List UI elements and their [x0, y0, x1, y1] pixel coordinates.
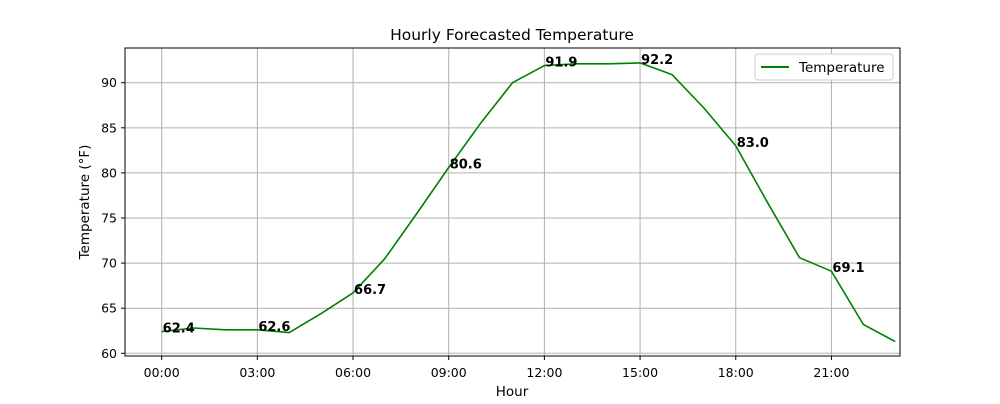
- legend-box: [754, 53, 894, 81]
- data-label: 69.1: [832, 261, 864, 276]
- x-tick-label: 00:00: [144, 365, 180, 380]
- axes: 00:00 03:00 06:00 09:00 12:00 15:00 18:00 21:00…: [101, 75, 849, 380]
- data-label: 92.2: [641, 53, 673, 68]
- data-label: 62.4: [163, 322, 195, 337]
- y-tick-label: 75: [101, 211, 117, 226]
- x-tick-label: 15:00: [622, 365, 658, 380]
- y-axis-label: Temperature (°F): [77, 145, 93, 261]
- x-tick-label: 21:00: [813, 365, 849, 380]
- x-tick-label: 06:00: [335, 365, 371, 380]
- grid-lines: [125, 48, 900, 356]
- chart-title: Hourly Forecasted Temperature: [390, 26, 634, 44]
- y-tick-label: 70: [101, 256, 117, 271]
- x-axis-label: Hour: [496, 384, 529, 400]
- data-labels: 62.4 62.6 66.7 80.6 91.9 92.2 83.0 69.1: [163, 53, 865, 337]
- data-label: 80.6: [450, 158, 482, 173]
- series-line-temperature: [161, 62, 896, 343]
- y-tick-label: 60: [101, 346, 117, 361]
- data-label: 83.0: [737, 136, 769, 151]
- plot-frame: [124, 47, 901, 357]
- x-tick-label: 12:00: [526, 365, 562, 380]
- data-label: 62.6: [258, 320, 290, 335]
- y-tick-label: 65: [101, 301, 117, 316]
- y-tick-label: 85: [101, 120, 117, 135]
- x-tick-label: 18:00: [718, 365, 754, 380]
- legend-label-temperature: Temperature: [798, 60, 885, 76]
- y-tick-label: 80: [101, 165, 117, 180]
- data-label: 91.9: [545, 56, 577, 71]
- data-label: 66.7: [354, 283, 386, 298]
- plot-area: [125, 48, 900, 356]
- legend: Temperature: [754, 53, 894, 81]
- series-layer: [161, 62, 896, 343]
- x-tick-label: 09:00: [431, 365, 467, 380]
- y-tick-label: 90: [101, 75, 117, 90]
- x-tick-label: 03:00: [239, 365, 275, 380]
